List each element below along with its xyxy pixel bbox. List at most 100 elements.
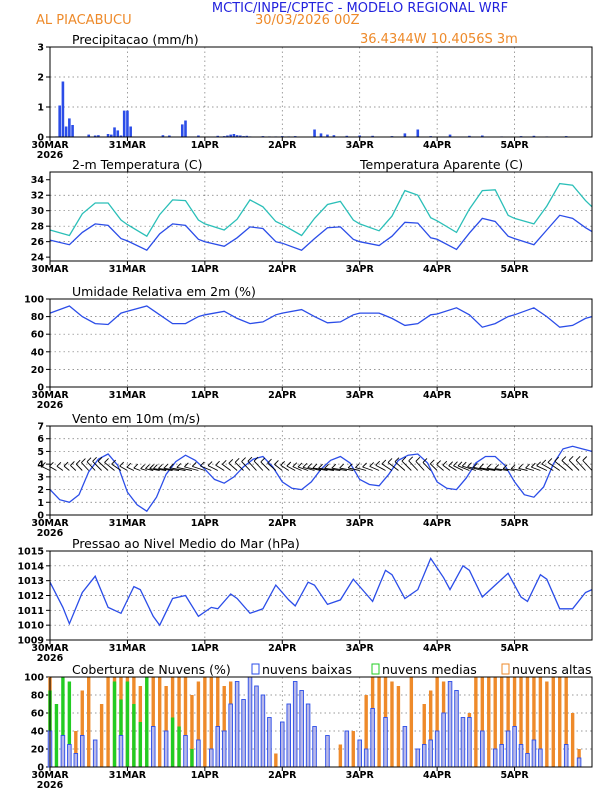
- wind-barb: [97, 460, 109, 471]
- wind-barb-flag: [408, 456, 414, 462]
- x-tick-label: 5APR: [500, 770, 529, 781]
- wind-barb-flag: [331, 463, 337, 469]
- panel-temp: 24 26 28 30 32 34 30MAR 31MAR 1APR 2APR 3APR 4APR 5A…: [31, 157, 593, 275]
- y-tick-label: 40: [31, 347, 45, 358]
- y-tick-label: 5: [37, 447, 44, 458]
- bar-nuvens-baixas: [480, 730, 485, 768]
- bar-precipitacao: [197, 135, 200, 137]
- wind-barb-flag: [429, 459, 435, 465]
- bar-precipitacao: [326, 134, 329, 137]
- bar-precipitacao: [119, 135, 123, 137]
- bar-precipitacao: [216, 135, 220, 137]
- wind-barb: [253, 460, 264, 471]
- bar-nuvens-baixas: [163, 730, 169, 768]
- legend-entry: nuvens altas: [512, 662, 592, 677]
- wind-barb: [207, 465, 218, 471]
- legend-label: Temperatura Aparente (C): [359, 157, 523, 172]
- y-tick-label: 1013: [18, 576, 44, 587]
- y-tick-label: 24: [31, 253, 45, 264]
- wind-barb-flag: [153, 464, 158, 469]
- x-tick-label: 3APR: [346, 643, 375, 654]
- bar-nuvens-altas: [274, 753, 278, 767]
- wind-barb: [536, 465, 548, 471]
- x-tick-label: 3APR: [346, 390, 375, 401]
- wind-barb: [234, 462, 244, 471]
- bar-nuvens-baixas: [428, 739, 433, 768]
- y-tick-label: 6: [37, 434, 44, 445]
- wind-barb-flag: [302, 462, 308, 468]
- panel-pressao: 1009 1010 1011 1012 1013 1014 1015 30MAR 31MAR 1A…: [18, 536, 593, 664]
- bar-nuvens-altas: [493, 677, 497, 767]
- wind-barb: [49, 465, 57, 471]
- wind-barb: [163, 467, 180, 471]
- bar-nuvens-altas: [532, 677, 536, 767]
- bar-nuvens-baixas: [505, 730, 511, 768]
- bar-precipitacao: [345, 135, 349, 137]
- wind-barb-flag: [184, 462, 189, 468]
- bar-nuvens-baixas: [234, 681, 240, 768]
- bar-nuvens-altas: [209, 677, 214, 767]
- wind-barb: [547, 462, 560, 471]
- wind-barb: [582, 460, 593, 471]
- wind-barb-flag: [339, 463, 344, 469]
- wind-barb: [408, 460, 419, 471]
- wind-barb: [394, 461, 406, 471]
- wind-barb: [568, 460, 580, 471]
- bar-nuvens-altas: [422, 704, 426, 767]
- y-tick-label: 3: [37, 43, 44, 54]
- bar-nuvens-baixas: [447, 681, 453, 768]
- bar-precipitacao: [358, 135, 362, 137]
- x-tick-label: 5APR: [500, 264, 529, 275]
- bar-nuvens-medias: [112, 681, 117, 767]
- wind-barb-flag: [375, 460, 381, 466]
- wind-barb-flag: [347, 463, 353, 469]
- bar-nuvens-baixas: [221, 730, 227, 768]
- y-tick-label: 26: [31, 237, 45, 248]
- bar-nuvens-medias: [132, 704, 136, 767]
- wind-barb-flag: [247, 456, 253, 462]
- x-tick-label: 1APR: [191, 770, 220, 781]
- bar-nuvens-altas: [480, 677, 485, 767]
- y-tick-label: 4: [37, 460, 44, 471]
- wind-barb-flag: [253, 456, 259, 462]
- year-label: 2026: [37, 780, 64, 791]
- wind-barb: [63, 465, 70, 471]
- wind-barb: [331, 467, 347, 471]
- bar-precipitacao: [448, 134, 452, 137]
- x-tick-label: 4APR: [423, 264, 452, 275]
- bar-nuvens-altas: [377, 677, 381, 767]
- wind-barb-flag: [362, 462, 367, 468]
- y-tick-label: 7: [37, 422, 44, 433]
- x-tick-label: 3APR: [346, 264, 375, 275]
- bar-nuvens-baixas: [344, 730, 350, 768]
- wind-barb-flag: [536, 461, 542, 467]
- wind-barb: [297, 466, 309, 471]
- wind-barb: [228, 462, 238, 471]
- wind-barb-flag: [241, 457, 246, 462]
- bar-nuvens-baixas: [563, 744, 569, 768]
- bar-nuvens-medias: [138, 722, 143, 767]
- y-tick-label: 20: [31, 365, 45, 376]
- wind-barb-flag: [119, 461, 125, 467]
- bar-nuvens-medias: [67, 681, 72, 767]
- y-tick-label: 0: [37, 763, 44, 774]
- wind-barb: [215, 464, 225, 471]
- bar-nuvens-baixas: [241, 699, 246, 768]
- x-tick-label: 5APR: [500, 518, 529, 529]
- wind-barb: [200, 465, 212, 471]
- bar-nuvens-altas: [474, 677, 478, 767]
- wind-barb-flag: [422, 458, 428, 463]
- bar-nuvens-baixas: [441, 712, 446, 768]
- wind-barb-flag: [554, 456, 559, 462]
- bar-nuvens-altas: [151, 677, 155, 767]
- line-vento: [49, 445, 593, 513]
- wind-barb-flag: [297, 462, 303, 468]
- bar-precipitacao: [184, 120, 187, 137]
- panel-frame: [49, 425, 593, 516]
- bar-precipitacao: [245, 135, 249, 137]
- bar-nuvens-altas: [338, 744, 343, 767]
- bar-nuvens-baixas: [325, 735, 330, 768]
- x-tick-label: 31MAR: [109, 643, 147, 654]
- x-tick-label: 2APR: [268, 770, 297, 781]
